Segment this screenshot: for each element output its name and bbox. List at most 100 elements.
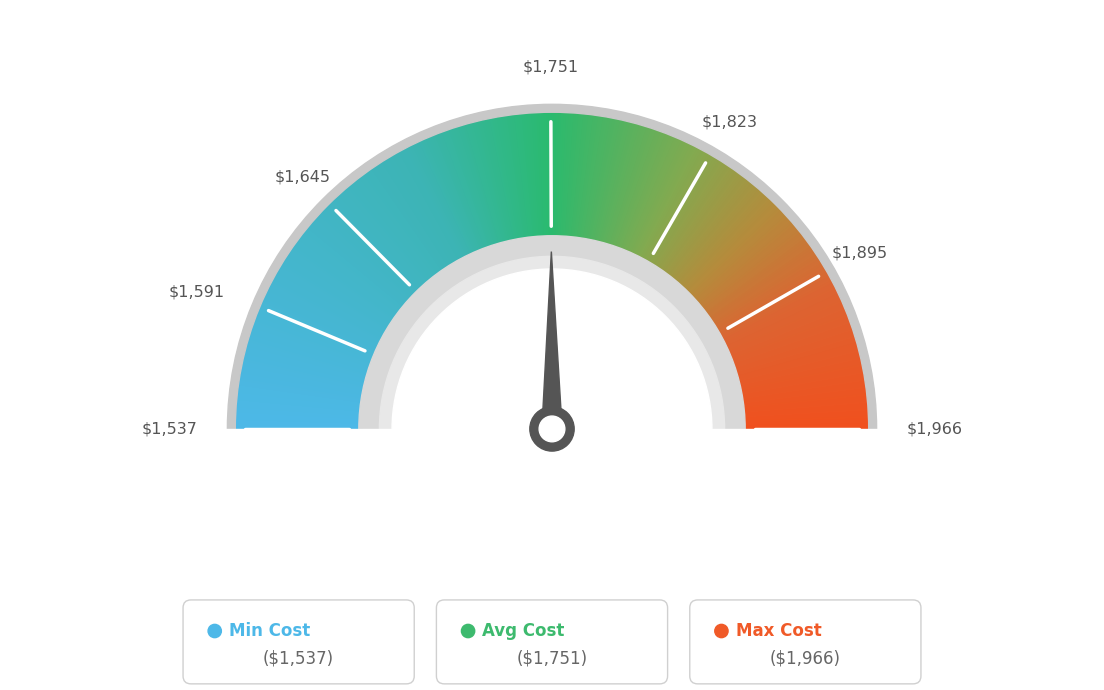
Wedge shape: [604, 124, 640, 246]
Wedge shape: [250, 333, 371, 373]
Wedge shape: [609, 127, 650, 248]
Wedge shape: [344, 188, 428, 286]
Wedge shape: [726, 306, 845, 356]
Wedge shape: [742, 411, 869, 420]
Wedge shape: [380, 256, 724, 429]
Wedge shape: [251, 328, 372, 371]
Wedge shape: [700, 231, 800, 311]
Wedge shape: [296, 241, 400, 317]
Wedge shape: [721, 283, 835, 343]
Wedge shape: [262, 301, 379, 353]
Wedge shape: [321, 210, 414, 299]
Wedge shape: [608, 126, 647, 248]
Wedge shape: [368, 170, 443, 275]
Wedge shape: [638, 147, 698, 260]
Wedge shape: [679, 193, 765, 288]
Wedge shape: [629, 139, 682, 256]
Wedge shape: [276, 272, 386, 336]
Wedge shape: [391, 155, 457, 266]
Wedge shape: [709, 249, 814, 322]
FancyBboxPatch shape: [436, 600, 668, 684]
Text: Min Cost: Min Cost: [229, 622, 310, 640]
Wedge shape: [627, 138, 680, 255]
Wedge shape: [677, 190, 762, 286]
Wedge shape: [236, 397, 363, 411]
Wedge shape: [359, 236, 745, 429]
Wedge shape: [719, 279, 832, 340]
Wedge shape: [447, 129, 490, 250]
Wedge shape: [742, 414, 869, 422]
Wedge shape: [721, 285, 836, 344]
Wedge shape: [236, 399, 363, 413]
Wedge shape: [660, 168, 734, 273]
Wedge shape: [599, 122, 634, 245]
Wedge shape: [322, 208, 415, 298]
Wedge shape: [402, 149, 463, 262]
Wedge shape: [740, 382, 866, 402]
Wedge shape: [274, 277, 385, 339]
Wedge shape: [404, 148, 465, 261]
Wedge shape: [297, 239, 400, 316]
Wedge shape: [673, 185, 756, 284]
Wedge shape: [278, 268, 389, 333]
Wedge shape: [379, 163, 449, 270]
Wedge shape: [741, 394, 867, 410]
Wedge shape: [280, 264, 390, 331]
Wedge shape: [672, 184, 754, 282]
Wedge shape: [742, 424, 869, 427]
Wedge shape: [530, 113, 540, 239]
Wedge shape: [333, 198, 422, 291]
Wedge shape: [235, 426, 362, 429]
Wedge shape: [624, 135, 673, 253]
Wedge shape: [443, 131, 488, 250]
Wedge shape: [498, 117, 521, 242]
Wedge shape: [682, 198, 771, 291]
Wedge shape: [248, 336, 370, 375]
Wedge shape: [714, 266, 825, 332]
Wedge shape: [241, 367, 365, 393]
Wedge shape: [711, 255, 818, 326]
Wedge shape: [253, 322, 373, 366]
Wedge shape: [661, 170, 736, 275]
Wedge shape: [395, 152, 459, 264]
Wedge shape: [577, 115, 596, 241]
Wedge shape: [347, 186, 429, 284]
Wedge shape: [265, 292, 381, 348]
Wedge shape: [633, 142, 689, 257]
Wedge shape: [380, 161, 450, 269]
Wedge shape: [739, 370, 863, 395]
Wedge shape: [742, 419, 869, 424]
Wedge shape: [733, 331, 854, 372]
Wedge shape: [736, 353, 860, 384]
Wedge shape: [728, 308, 846, 357]
Wedge shape: [417, 141, 473, 257]
Wedge shape: [699, 229, 799, 310]
Wedge shape: [268, 285, 383, 344]
Wedge shape: [299, 237, 401, 315]
Wedge shape: [666, 176, 744, 278]
Wedge shape: [686, 204, 776, 295]
Wedge shape: [348, 185, 431, 284]
Wedge shape: [392, 269, 712, 429]
Wedge shape: [413, 144, 469, 258]
Wedge shape: [374, 166, 446, 272]
Wedge shape: [257, 310, 375, 359]
Wedge shape: [705, 243, 809, 319]
Wedge shape: [426, 137, 478, 255]
Wedge shape: [316, 216, 412, 302]
Wedge shape: [408, 146, 467, 259]
Wedge shape: [287, 253, 394, 324]
Wedge shape: [282, 262, 391, 330]
Wedge shape: [244, 355, 368, 386]
Wedge shape: [358, 177, 437, 279]
Wedge shape: [678, 191, 763, 287]
Wedge shape: [715, 268, 826, 333]
Wedge shape: [331, 200, 421, 293]
Text: Avg Cost: Avg Cost: [482, 622, 565, 640]
Wedge shape: [365, 171, 442, 275]
Wedge shape: [691, 214, 786, 301]
Wedge shape: [304, 231, 404, 311]
Wedge shape: [611, 128, 652, 248]
Circle shape: [530, 406, 574, 451]
Wedge shape: [261, 303, 378, 355]
